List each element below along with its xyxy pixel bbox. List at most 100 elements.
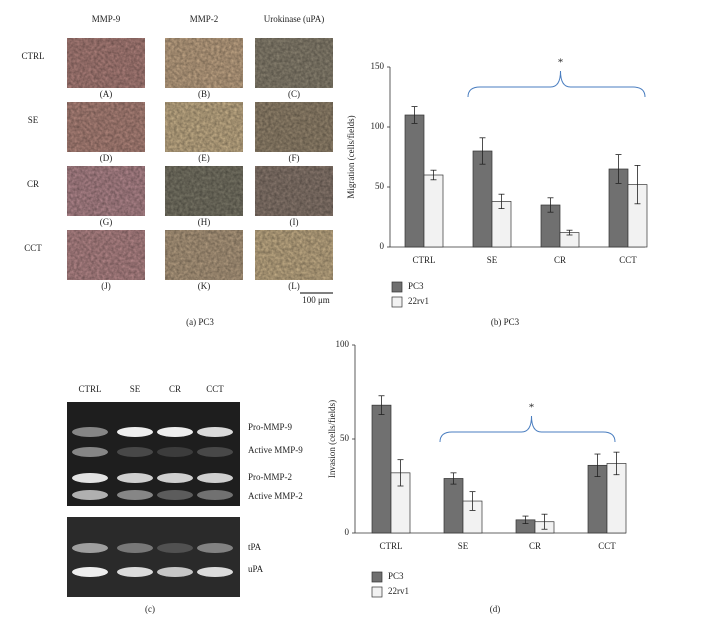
gel-band: [117, 567, 153, 577]
caption: (d): [490, 604, 501, 614]
error-bar: [634, 164, 641, 205]
gel-band: [197, 490, 233, 500]
x-tick-label: CTRL: [412, 255, 435, 265]
gel-band: [157, 447, 193, 457]
error-bar: [498, 193, 505, 210]
gel-band: [72, 447, 108, 457]
micrograph-texture: [255, 166, 333, 216]
gel-band: [117, 543, 153, 553]
lane-label: CCT: [206, 384, 224, 394]
significance-brace: [467, 70, 646, 98]
gel-band: [157, 567, 193, 577]
image-label: (J): [101, 281, 111, 291]
error-bar: [522, 515, 529, 524]
caption: (c): [145, 604, 155, 614]
micrograph-texture: [67, 102, 145, 152]
error-bar: [378, 395, 385, 415]
error-bar: [411, 106, 418, 124]
annotation: *: [529, 402, 535, 414]
micrograph-texture: [255, 230, 333, 280]
image-label: (E): [198, 153, 210, 163]
annotation: *: [558, 57, 564, 69]
band-label: Active MMP-2: [248, 491, 303, 501]
gel-band: [197, 427, 233, 437]
gel-band: [72, 543, 108, 553]
gel-band: [157, 473, 193, 483]
legend-label: 22rv1: [408, 296, 429, 306]
gel-band: [72, 490, 108, 500]
micrograph-texture: [165, 230, 243, 280]
legend-label: PC3: [408, 281, 424, 291]
error-bar: [615, 154, 622, 184]
row-label: CR: [27, 179, 39, 189]
scale-bar-label: 100 μm: [302, 295, 330, 305]
bar: [371, 404, 392, 534]
gel-uPA: [67, 517, 240, 597]
x-tick-label: CTRL: [379, 541, 402, 551]
micrograph-texture: [255, 38, 333, 88]
y-axis-label: Migration (cells/fields): [346, 115, 356, 198]
gel-band: [197, 567, 233, 577]
image-label: (B): [198, 89, 210, 99]
row-label: CCT: [24, 243, 42, 253]
micrograph-texture: [67, 230, 145, 280]
column-header: Urokinase (uPA): [264, 14, 324, 24]
caption: (b) PC3: [491, 317, 520, 327]
micrograph-texture: [67, 38, 145, 88]
y-axis-label: Invasion (cells/fields): [327, 400, 337, 478]
gel-band: [117, 447, 153, 457]
image-label: (A): [100, 89, 113, 99]
band-label: Pro-MMP-2: [248, 472, 292, 482]
legend-label: 22rv1: [388, 586, 409, 596]
legend-label: PC3: [388, 571, 404, 581]
gel-band: [117, 490, 153, 500]
x-tick-label: SE: [487, 255, 498, 265]
legend-swatch: [391, 296, 403, 308]
gel-band: [72, 473, 108, 483]
band-label: Active MMP-9: [248, 445, 303, 455]
x-tick-label: CCT: [598, 541, 616, 551]
column-header: MMP-9: [92, 14, 121, 24]
y-tick-label: 100: [336, 339, 350, 349]
image-label: (I): [290, 217, 299, 227]
y-tick-label: 0: [345, 527, 350, 537]
gel-band: [197, 447, 233, 457]
lane-label: CR: [169, 384, 181, 394]
bar: [443, 478, 464, 534]
error-bar: [430, 169, 437, 181]
x-tick-label: CR: [554, 255, 566, 265]
band-label: tPA: [248, 542, 262, 552]
x-tick-label: SE: [458, 541, 469, 551]
error-bar: [566, 229, 573, 236]
legend-swatch: [391, 281, 403, 293]
micrograph-texture: [255, 102, 333, 152]
gel-band: [157, 427, 193, 437]
legend-swatch: [371, 571, 383, 583]
bar: [423, 174, 444, 248]
micrograph-texture: [165, 102, 243, 152]
micrograph-texture: [165, 166, 243, 216]
y-tick-label: 100: [371, 121, 385, 131]
y-tick-label: 50: [375, 181, 385, 191]
error-bar: [613, 451, 620, 476]
y-tick-label: 0: [380, 241, 385, 251]
image-label: (D): [100, 153, 113, 163]
row-label: SE: [28, 115, 39, 125]
gel-band: [157, 490, 193, 500]
micrograph-texture: [67, 166, 145, 216]
micrograph-texture: [165, 38, 243, 88]
band-label: Pro-MMP-9: [248, 422, 293, 432]
y-tick-label: 150: [371, 61, 385, 71]
gel-band: [72, 567, 108, 577]
row-label: CTRL: [21, 51, 44, 61]
error-bar: [450, 472, 457, 485]
gel-band: [72, 427, 108, 437]
gel-band: [117, 427, 153, 437]
legend-swatch: [371, 586, 383, 598]
band-label: uPA: [248, 564, 264, 574]
image-label: (G): [100, 217, 113, 227]
lane-label: CTRL: [78, 384, 101, 394]
error-bar: [594, 453, 601, 478]
caption: (a) PC3: [186, 317, 214, 327]
